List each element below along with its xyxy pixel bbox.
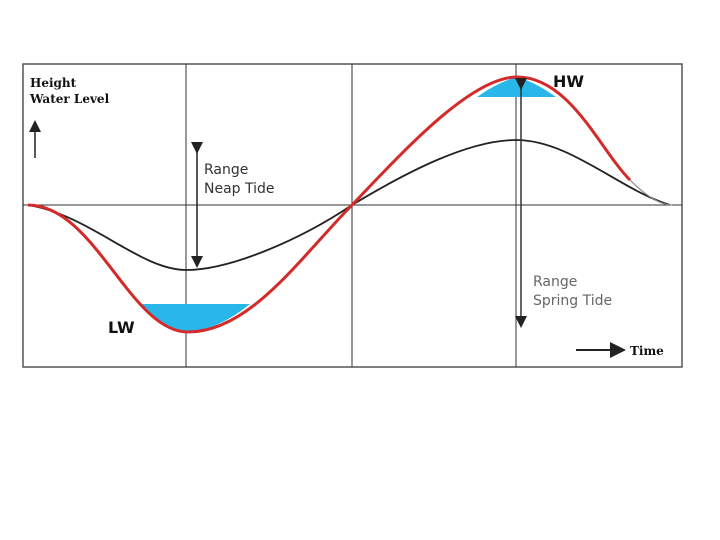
x-axis-label: Time	[630, 344, 664, 358]
low-water-label: LW	[108, 318, 135, 337]
spring-tide-curve	[27, 75, 632, 334]
spring-tide-curve-tail	[629, 179, 673, 206]
low-water-fill	[141, 304, 250, 332]
neap-range-label-line2: Neap Tide	[204, 181, 275, 197]
y-axis-label-line2: Water Level	[29, 92, 110, 106]
spring-range-label-line2: Spring Tide	[533, 293, 612, 309]
spring-range-label-line1: Range	[533, 274, 577, 290]
y-axis-label-line1: Height	[30, 76, 77, 90]
neap-range-label-line1: Range	[204, 162, 248, 178]
high-water-label: HW	[553, 72, 584, 91]
